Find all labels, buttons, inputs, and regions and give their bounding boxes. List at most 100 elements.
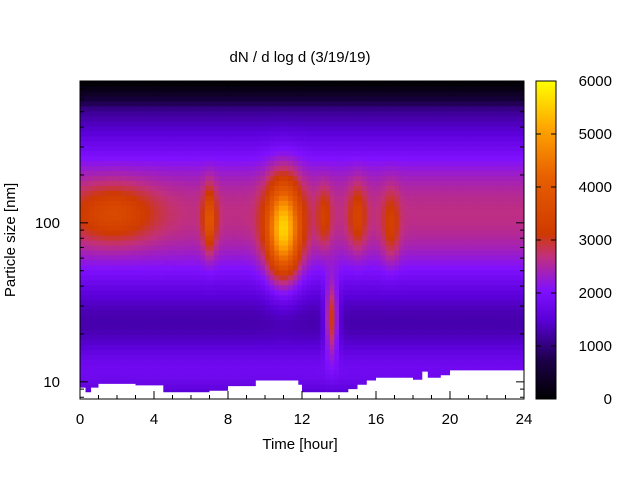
heatmap-cell	[112, 264, 118, 271]
heatmap-cell	[394, 190, 400, 196]
heatmap-cell	[413, 240, 419, 246]
heatmap-cell	[339, 244, 345, 251]
heatmap-cell	[292, 294, 298, 301]
heatmap-cell	[311, 379, 317, 385]
heatmap-cell	[403, 264, 409, 271]
heatmap-cell	[339, 105, 345, 112]
heatmap-cell	[297, 329, 303, 336]
heatmap-cell	[292, 344, 298, 350]
heatmap-cell	[352, 225, 359, 231]
heatmap-cell	[98, 314, 104, 321]
heatmap-cell	[422, 269, 428, 276]
heatmap-cell	[343, 254, 349, 261]
heatmap-cell	[343, 389, 349, 395]
heatmap-cell	[376, 165, 382, 172]
heatmap-cell	[121, 379, 127, 385]
heatmap-cell	[232, 309, 238, 316]
heatmap-cell	[149, 249, 155, 256]
heatmap-cell	[422, 230, 428, 236]
heatmap-cell	[426, 244, 433, 251]
heatmap-cell	[177, 259, 183, 266]
heatmap-cell	[103, 90, 109, 97]
heatmap-cell	[399, 110, 405, 117]
heatmap-cell	[121, 364, 127, 370]
heatmap-cell	[380, 364, 386, 370]
heatmap-cell	[126, 314, 132, 321]
heatmap-cell	[389, 200, 396, 206]
heatmap-cell	[209, 150, 215, 157]
heatmap-cell	[241, 339, 248, 345]
heatmap-cell	[371, 354, 377, 360]
heatmap-cell	[283, 130, 289, 137]
heatmap-cell	[177, 264, 183, 271]
heatmap-cell	[320, 175, 326, 181]
heatmap-cell	[214, 115, 220, 122]
heatmap-cell	[103, 329, 109, 336]
heatmap-cell	[376, 240, 382, 246]
heatmap-cell	[232, 364, 238, 370]
heatmap-cell	[362, 95, 368, 102]
heatmap-cell	[228, 334, 234, 340]
heatmap-cell	[399, 215, 405, 221]
heatmap-cell	[177, 289, 183, 296]
heatmap-cell	[436, 140, 442, 147]
heatmap-cell	[172, 339, 178, 345]
heatmap-cell	[177, 329, 183, 336]
heatmap-cell	[426, 329, 433, 336]
heatmap-cell	[103, 85, 109, 92]
heatmap-cell	[135, 344, 141, 350]
heatmap-cell	[144, 299, 150, 306]
heatmap-cell	[413, 354, 419, 360]
heatmap-cell	[389, 304, 396, 311]
heatmap-cell	[403, 95, 409, 102]
heatmap-cell	[195, 110, 201, 117]
heatmap-cell	[399, 150, 405, 157]
heatmap-cell	[366, 244, 372, 251]
heatmap-cell	[408, 294, 414, 301]
heatmap-cell	[376, 324, 382, 331]
heatmap-cell	[422, 100, 428, 107]
heatmap-cell	[158, 220, 164, 226]
heatmap-cell	[130, 249, 137, 256]
heatmap-cell	[413, 125, 419, 132]
heatmap-cell	[121, 115, 127, 122]
heatmap-cell	[315, 90, 322, 97]
heatmap-cell	[228, 170, 234, 177]
heatmap-cell	[181, 240, 187, 246]
heatmap-cell	[93, 100, 100, 107]
heatmap-cell	[352, 279, 359, 286]
heatmap-cell	[121, 259, 127, 266]
heatmap-cell	[181, 235, 187, 241]
heatmap-cell	[311, 85, 317, 92]
heatmap-cell	[394, 120, 400, 127]
heatmap-cell	[339, 279, 345, 286]
heatmap-cell	[394, 95, 400, 102]
heatmap-cell	[255, 140, 261, 147]
heatmap-cell	[325, 135, 331, 142]
heatmap-cell	[218, 145, 224, 152]
heatmap-cell	[292, 249, 298, 256]
heatmap-cell	[186, 314, 192, 321]
heatmap-cell	[357, 314, 363, 321]
heatmap-cell	[357, 140, 363, 147]
heatmap-cell	[251, 235, 257, 241]
heatmap-cell	[357, 205, 363, 211]
heatmap-cell	[214, 314, 220, 321]
heatmap-cell	[306, 254, 312, 261]
heatmap-cell	[191, 304, 197, 311]
heatmap-cell	[265, 329, 271, 336]
heatmap-cell	[371, 165, 377, 172]
heatmap-cell	[93, 240, 100, 246]
heatmap-cell	[237, 205, 243, 211]
heatmap-cell	[191, 284, 197, 291]
heatmap-cell	[255, 215, 261, 221]
heatmap-cell	[325, 354, 331, 360]
heatmap-cell	[422, 140, 428, 147]
heatmap-cell	[329, 81, 335, 87]
heatmap-cell	[376, 115, 382, 122]
heatmap-cell	[380, 145, 386, 152]
heatmap-cell	[302, 125, 308, 132]
heatmap-cell	[413, 215, 419, 221]
heatmap-cell	[297, 230, 303, 236]
heatmap-cell	[339, 190, 345, 196]
